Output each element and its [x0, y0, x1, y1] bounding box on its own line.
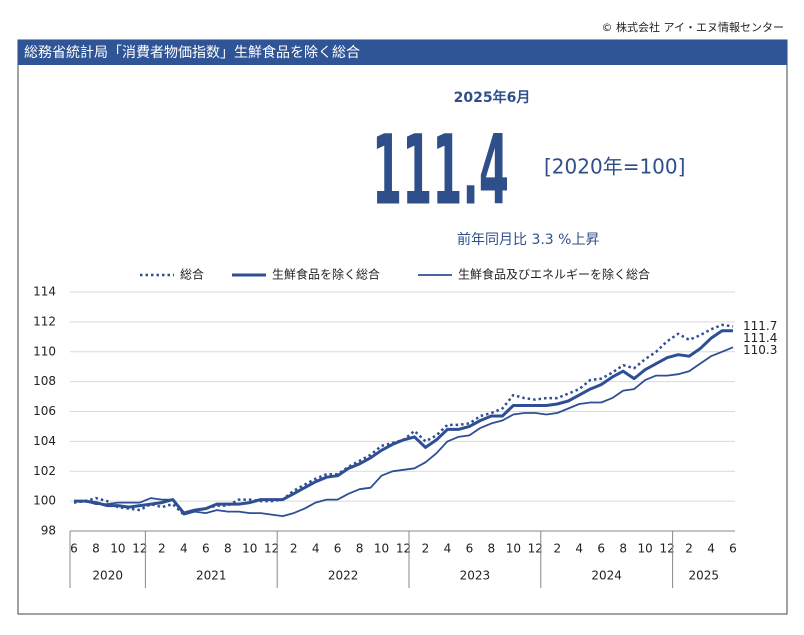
year-label: 2023: [460, 569, 491, 583]
y-tick-label: 110: [33, 344, 56, 358]
x-tick-label: 4: [444, 542, 452, 556]
x-tick-label: 2: [422, 542, 430, 556]
y-tick-label: 98: [41, 524, 56, 538]
x-tick-label: 2: [290, 542, 298, 556]
y-tick-label: 100: [33, 494, 56, 508]
x-tick-label: 6: [202, 542, 210, 556]
x-tick-label: 10: [242, 542, 257, 556]
x-tick-label: 8: [224, 542, 232, 556]
x-tick-label: 12: [396, 542, 411, 556]
x-tick-label: 12: [659, 542, 674, 556]
x-tick-label: 6: [70, 542, 78, 556]
end-label: 111.7: [743, 319, 777, 333]
year-label: 2025: [689, 569, 720, 583]
year-label: 2020: [92, 569, 123, 583]
x-tick-label: 4: [707, 542, 715, 556]
x-tick-label: 12: [528, 542, 543, 556]
x-tick-label: 6: [334, 542, 342, 556]
x-tick-label: 8: [488, 542, 496, 556]
series-line: [73, 323, 734, 516]
x-tick-label: 2: [685, 542, 693, 556]
x-tick-label: 4: [575, 542, 583, 556]
year-label: 2024: [591, 569, 622, 583]
x-tick-label: 6: [597, 542, 605, 556]
base: [2020年=100]: [544, 155, 685, 179]
legend-label: 生鮮食品を除く総合: [272, 267, 380, 282]
year-label: 2022: [328, 569, 359, 583]
x-tick-label: 4: [180, 542, 188, 556]
y-tick-label: 104: [33, 434, 56, 448]
x-tick-label: 10: [637, 542, 652, 556]
period: 2025年6月: [454, 89, 531, 106]
x-tick-label: 10: [506, 542, 521, 556]
header-title: 総務省統計局「消費者物価指数」生鮮食品を除く総合: [24, 44, 360, 61]
x-tick-label: 12: [264, 542, 279, 556]
x-tick-label: 6: [466, 542, 474, 556]
x-tick-label: 8: [92, 542, 100, 556]
y-tick-label: 108: [33, 374, 56, 388]
x-tick-label: 10: [374, 542, 389, 556]
x-tick-label: 2: [553, 542, 561, 556]
x-tick-label: 12: [132, 542, 147, 556]
x-tick-label: 8: [619, 542, 627, 556]
legend-label: 生鮮食品及びエネルギーを除く総合: [458, 267, 650, 282]
x-tick-label: 4: [312, 542, 320, 556]
x-tick-label: 2: [158, 542, 166, 556]
y-tick-label: 106: [33, 404, 56, 418]
headline-value: 111.4: [372, 114, 509, 226]
y-tick-label: 102: [33, 464, 56, 478]
end-label: 110.3: [743, 343, 777, 357]
x-tick-label: 8: [356, 542, 364, 556]
series-line: [74, 329, 733, 515]
x-tick-label: 6: [729, 542, 737, 556]
year-label: 2021: [196, 569, 227, 583]
header-bar: [18, 40, 787, 65]
legend-label: 総合: [180, 267, 204, 282]
y-tick-label: 114: [33, 285, 56, 299]
yoy: 前年同月比 3.3 %上昇: [457, 231, 599, 248]
copyright: © 株式会社 アイ・エヌ情報センター: [602, 20, 784, 34]
end-label: 111.4: [743, 331, 777, 345]
x-tick-label: 10: [110, 542, 125, 556]
y-tick-label: 112: [33, 314, 56, 328]
series-line: [74, 346, 734, 517]
